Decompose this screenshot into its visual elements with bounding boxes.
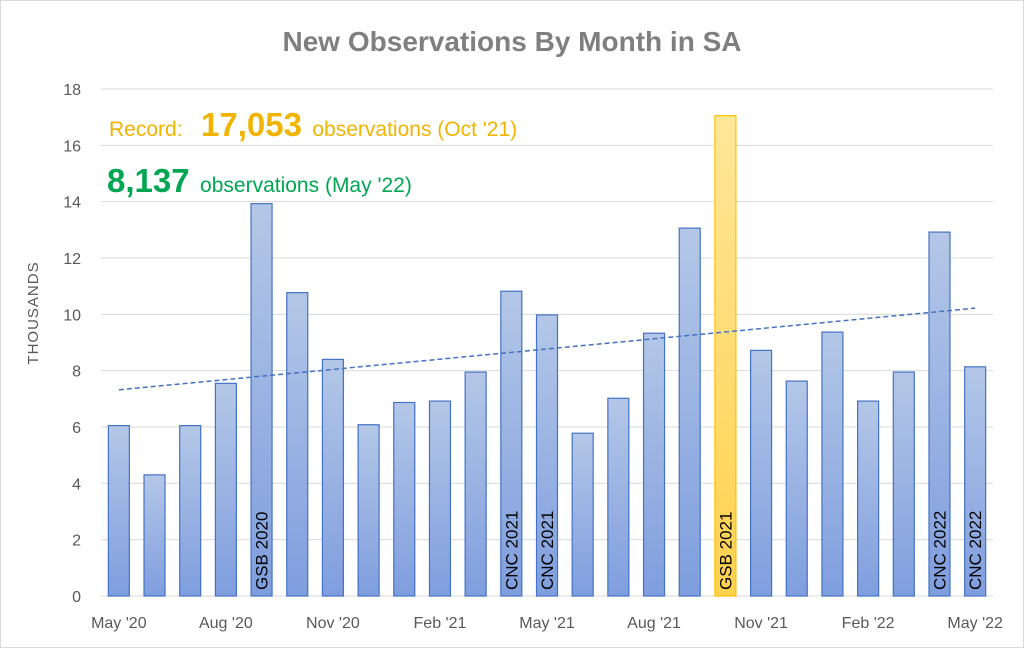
bar xyxy=(821,331,844,597)
bar xyxy=(785,380,808,597)
bar xyxy=(393,401,416,597)
bar xyxy=(143,474,166,597)
y-tick-label: 16 xyxy=(63,138,81,155)
x-tick-label: May '21 xyxy=(519,615,575,632)
record-suffix: observations (Oct '21) xyxy=(312,118,517,141)
y-tick-label: 4 xyxy=(72,476,81,493)
y-tick-label: 18 xyxy=(63,82,81,99)
x-tick-label: May '20 xyxy=(91,615,147,632)
bar xyxy=(857,400,880,597)
y-tick-label: 12 xyxy=(63,251,81,268)
bar-annotation-label: CNC 2021 xyxy=(538,511,557,590)
latest-suffix: observations (May '22) xyxy=(200,174,412,197)
bar xyxy=(928,231,951,597)
bar xyxy=(286,292,309,597)
record-value: 17,053 xyxy=(201,106,302,143)
x-tick-label: Aug '20 xyxy=(199,615,253,632)
y-tick-label: 14 xyxy=(63,195,81,212)
trendline xyxy=(118,307,976,391)
bar-annotation-label: GSB 2021 xyxy=(716,512,735,590)
x-axis-ticks: May '20 Aug '20 Nov '20 Feb '21 May '21 Aug '… xyxy=(91,615,1003,632)
bar xyxy=(321,358,345,597)
bar xyxy=(464,371,487,597)
bar xyxy=(892,371,915,597)
bar-annotation-label: CNC 2022 xyxy=(966,511,985,590)
bar-annotation-label: CNC 2022 xyxy=(930,511,949,590)
latest-value: 8,137 xyxy=(107,162,190,199)
bar xyxy=(535,314,559,597)
bar xyxy=(250,203,273,597)
bar xyxy=(214,382,237,597)
x-tick-label: Nov '20 xyxy=(306,615,360,632)
y-axis-label: THOUSANDS xyxy=(25,261,42,364)
bar-labels: GSB 2020 CNC 2021 CNC 2021 GSB 2021 CNC 2022… xyxy=(253,511,986,590)
bar xyxy=(749,349,773,597)
x-tick-label: Aug '21 xyxy=(627,615,681,632)
record-annotation: Record: 17,053 observations (Oct '21) xyxy=(109,106,517,143)
y-tick-label: 10 xyxy=(63,307,81,324)
bar xyxy=(357,424,380,597)
y-axis-ticks: 0 2 4 6 8 10 12 14 16 18 xyxy=(63,82,81,606)
bars xyxy=(107,115,987,597)
bar-annotation-label: GSB 2020 xyxy=(253,512,272,590)
bar xyxy=(642,332,666,597)
trendline-line xyxy=(118,307,976,391)
x-tick-label: May '22 xyxy=(947,615,1003,632)
bar xyxy=(571,432,594,597)
record-prefix: Record: xyxy=(109,118,183,141)
bar xyxy=(964,366,987,597)
bar-annotation-label: CNC 2021 xyxy=(502,511,521,590)
x-tick-label: Nov '21 xyxy=(734,615,788,632)
bar-highlight xyxy=(714,115,737,597)
latest-annotation: 8,137 observations (May '22) xyxy=(107,162,412,199)
bar xyxy=(678,227,701,597)
bar xyxy=(428,400,452,597)
y-tick-label: 6 xyxy=(72,420,81,437)
y-tick-label: 2 xyxy=(72,533,81,550)
bar xyxy=(607,397,630,597)
x-tick-label: Feb '22 xyxy=(842,615,895,632)
bar xyxy=(179,424,202,597)
chart-title: New Observations By Month in SA xyxy=(283,26,742,57)
y-tick-label: 0 xyxy=(72,589,81,606)
y-tick-label: 8 xyxy=(72,364,81,381)
bar xyxy=(500,290,523,597)
x-tick-label: Feb '21 xyxy=(414,615,467,632)
bar xyxy=(107,424,130,597)
